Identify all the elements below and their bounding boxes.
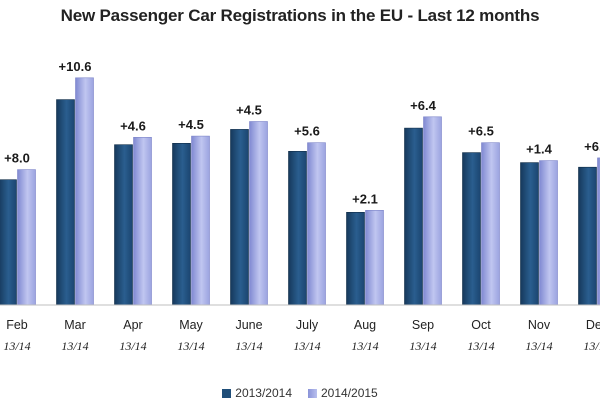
bar-oct-2013-2014 (462, 152, 481, 306)
bar-dec-2013-2014 (578, 166, 597, 306)
bar-sep-2013-2014 (404, 127, 423, 306)
bar-july-2013-2014 (288, 151, 307, 306)
data-label-aug: +2.1 (352, 191, 378, 206)
data-label-feb: +8.0 (4, 151, 30, 166)
tick-label-nov: Nov (528, 318, 551, 332)
data-label-sep: +6.4 (410, 98, 436, 113)
tick-sublabel-apr: 13/14 (119, 339, 146, 353)
data-label-nov: +1.4 (526, 142, 552, 157)
tick-sublabel-dec: 13/14 (583, 339, 600, 353)
data-label-may: +4.5 (178, 117, 204, 132)
tick-sublabel-sep: 13/14 (409, 339, 436, 353)
tick-label-feb: Feb (6, 318, 28, 332)
tick-label-apr: Apr (123, 318, 142, 332)
legend-item-2014-2015: 2014/2015 (308, 386, 378, 400)
tick-label-dec: Dec (586, 318, 600, 332)
data-label-mar: +10.6 (59, 59, 92, 74)
tick-label-oct: Oct (471, 318, 491, 332)
legend-label-2013-2014: 2013/2014 (235, 386, 292, 400)
data-label-apr: +4.6 (120, 118, 146, 133)
tick-sublabel-june: 13/14 (235, 339, 262, 353)
data-label-dec: +6.7 (584, 139, 600, 154)
bar-apr-2014-2015 (133, 137, 152, 306)
tick-sublabel-mar: 13/14 (61, 339, 88, 353)
data-label-oct: +6.5 (468, 124, 494, 139)
tick-label-aug: Aug (354, 318, 376, 332)
bar-may-2013-2014 (172, 143, 191, 306)
tick-sublabel-july: 13/14 (293, 339, 320, 353)
tick-label-may: May (179, 318, 203, 332)
bar-june-2014-2015 (249, 121, 268, 306)
tick-label-june: June (235, 318, 262, 332)
tick-sublabel-oct: 13/14 (467, 339, 494, 353)
bar-dec-2014-2015 (597, 157, 600, 306)
legend-swatch-2014-2015 (308, 388, 317, 398)
bar-sep-2014-2015 (423, 116, 442, 306)
tick-sublabel-feb: 13/14 (3, 339, 30, 353)
legend-swatch-2013-2014 (222, 388, 232, 398)
bar-oct-2014-2015 (481, 142, 500, 306)
bar-may-2014-2015 (191, 135, 210, 306)
data-label-july: +5.6 (294, 124, 320, 139)
bar-nov-2013-2014 (520, 162, 539, 306)
tick-sublabel-may: 13/14 (177, 339, 204, 353)
bar-july-2014-2015 (307, 142, 326, 306)
bar-feb-2013-2014 (0, 179, 17, 306)
bar-june-2013-2014 (230, 129, 249, 306)
bar-nov-2014-2015 (539, 160, 558, 306)
tick-label-sep: Sep (412, 318, 434, 332)
legend-label-2014-2015: 2014/2015 (321, 386, 378, 400)
bar-mar-2014-2015 (75, 77, 94, 306)
chart-title: New Passenger Car Registrations in the E… (60, 6, 540, 25)
bar-mar-2013-2014 (56, 99, 75, 306)
bar-aug-2014-2015 (365, 210, 384, 306)
bar-feb-2014-2015 (17, 169, 36, 306)
data-label-june: +4.5 (236, 103, 262, 118)
tick-sublabel-aug: 13/14 (351, 339, 378, 353)
legend-item-2013-2014: 2013/2014 (222, 386, 292, 400)
tick-sublabel-nov: 13/14 (525, 339, 552, 353)
tick-label-july: July (296, 318, 319, 332)
legend: 2013/2014 2014/2015 (0, 386, 600, 400)
tick-label-mar: Mar (64, 318, 86, 332)
bar-aug-2013-2014 (346, 212, 365, 306)
bar-apr-2013-2014 (114, 144, 133, 306)
